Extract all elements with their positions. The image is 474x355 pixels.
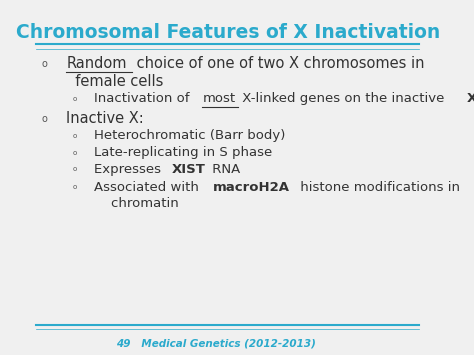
Text: X-linked genes on the inactive: X-linked genes on the inactive <box>238 92 449 105</box>
Text: Random: Random <box>66 56 127 71</box>
Text: X: X <box>467 92 474 105</box>
Text: o: o <box>72 166 76 172</box>
Text: Associated with: Associated with <box>94 181 203 193</box>
Text: o: o <box>41 59 47 69</box>
Text: most: most <box>202 92 236 105</box>
Text: o: o <box>41 114 47 124</box>
Text: female cells: female cells <box>66 74 164 89</box>
Text: o: o <box>72 133 76 138</box>
Text: Inactivation of: Inactivation of <box>94 92 194 105</box>
Text: Late-replicating in S phase: Late-replicating in S phase <box>94 146 273 159</box>
Text: RNA: RNA <box>208 163 240 176</box>
Text: o: o <box>72 150 76 155</box>
Text: histone modifications in: histone modifications in <box>296 181 460 193</box>
Text: 49   Medical Genetics (2012-2013): 49 Medical Genetics (2012-2013) <box>116 338 316 348</box>
Text: Expresses: Expresses <box>94 163 165 176</box>
Text: macroH2A: macroH2A <box>213 181 290 193</box>
Text: XIST: XIST <box>172 163 205 176</box>
Text: o: o <box>72 184 76 190</box>
Text: o: o <box>72 96 76 102</box>
Text: Inactive X:: Inactive X: <box>66 111 144 126</box>
Text: Chromosomal Features of X Inactivation: Chromosomal Features of X Inactivation <box>16 23 440 42</box>
Text: Heterochromatic (Barr body): Heterochromatic (Barr body) <box>94 129 285 142</box>
Text: choice of one of two X chromosomes in: choice of one of two X chromosomes in <box>132 56 424 71</box>
Text: chromatin: chromatin <box>94 197 179 209</box>
